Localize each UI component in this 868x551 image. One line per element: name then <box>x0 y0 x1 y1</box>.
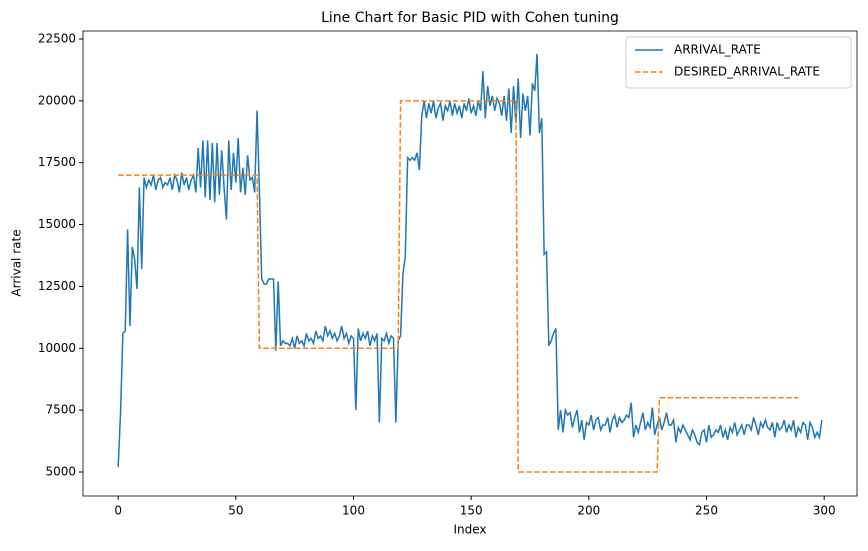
legend-box <box>625 36 852 89</box>
x-tick-label: 150 <box>460 504 483 518</box>
data-line <box>117 53 823 468</box>
legend-label: ARRIVAL_RATE <box>674 43 761 57</box>
y-tick-label: 20000 <box>38 93 76 107</box>
x-tick-label: 100 <box>342 504 365 518</box>
y-axis-label: Arrival rate <box>10 229 24 296</box>
x-tick-label: 300 <box>813 504 836 518</box>
y-tick-label: 5000 <box>45 464 76 478</box>
y-tick-label: 10000 <box>38 341 76 355</box>
x-tick-label: 50 <box>228 504 243 518</box>
axes-frame <box>82 30 858 497</box>
y-tick-label: 15000 <box>38 217 76 231</box>
x-tick-label: 250 <box>695 504 718 518</box>
chart-title: Line Chart for Basic PID with Cohen tuni… <box>321 10 619 26</box>
y-tick-label: 17500 <box>38 155 76 169</box>
x-tick-label: 200 <box>577 504 600 518</box>
data-line <box>118 100 799 473</box>
x-tick-label: 0 <box>114 504 122 518</box>
y-tick-label: 7500 <box>45 403 76 417</box>
legend: ARRIVAL_RATE DESIRED_ARRIVAL_RATE <box>625 36 852 89</box>
y-tick-label: 12500 <box>38 279 76 293</box>
y-tick-label: 22500 <box>38 31 76 45</box>
x-axis-label: Index <box>453 523 486 537</box>
legend-label: DESIRED_ARRIVAL_RATE <box>674 65 820 79</box>
